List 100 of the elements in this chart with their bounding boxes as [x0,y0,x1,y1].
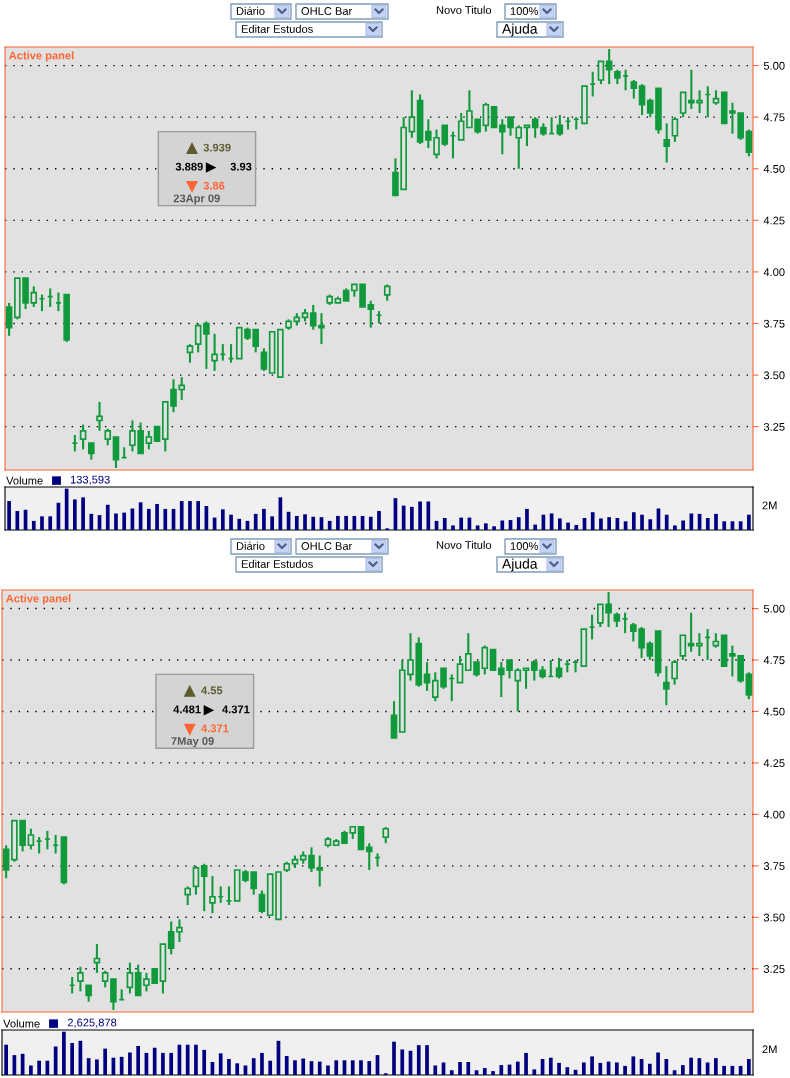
bar [590,512,595,530]
bar [557,518,562,530]
text: OHLC Bar [301,7,353,15]
bar [614,1062,619,1075]
candlestick [671,658,678,686]
bar [73,499,77,530]
bar [459,517,464,530]
candlestick [112,435,120,469]
candlestick [110,978,117,1011]
bar [326,1065,330,1075]
text: Diário [236,541,265,550]
annotation: Active panel [6,594,71,605]
bar [491,1071,495,1075]
bar [188,501,192,530]
bar [722,1065,726,1075]
bar [202,1049,207,1075]
bar [705,518,710,530]
bar [237,518,242,530]
candlestick [457,111,465,141]
candlestick [745,128,753,158]
bar [410,506,414,530]
text: 2M [762,501,777,510]
bar [163,508,168,530]
text: 100% [510,7,539,15]
bar [179,501,184,530]
text: 2M [762,1045,777,1054]
y-tick-label: 4.25 [763,216,785,225]
annotation: 23Apr 09 [173,194,220,205]
text: Diário [236,6,265,15]
bar [451,525,455,530]
bar [377,510,381,530]
y-tick-label: 4.25 [763,759,785,768]
candlestick [200,862,208,913]
bar [492,526,496,530]
y-tick-label: 3.25 [763,422,785,431]
bar [311,516,316,530]
bar [119,1056,124,1075]
text: Ajuda [502,558,538,572]
bar [565,1067,570,1075]
annotation: 4.55 [201,686,223,695]
bar [599,518,603,530]
bar [664,1058,669,1075]
bar [623,1065,627,1075]
bar [426,501,431,530]
bar [344,515,348,530]
bar [220,509,225,530]
annotation: 7May 09 [171,737,214,748]
bar [607,517,611,530]
bar [253,513,258,530]
bar [15,510,20,530]
bar [673,525,677,530]
bar [251,1058,256,1075]
candlestick [192,864,200,896]
bar [418,501,422,530]
bar [359,1060,363,1075]
bar [128,1052,132,1075]
bar [747,514,751,530]
bar [566,522,570,530]
annotation: 4.371 [222,705,250,714]
bar [598,1062,603,1075]
candlestick [134,963,142,997]
bar [352,515,357,530]
bar [7,501,11,530]
text: OHLC Bar [301,542,353,550]
annotation: 3.86 [203,181,225,190]
bar [557,1062,561,1075]
bar [317,1061,322,1075]
bar [268,1060,273,1075]
candlestick [96,400,103,432]
bar [262,508,266,530]
bar [86,1058,91,1075]
candlestick [145,429,153,451]
text: Editar Estudos [241,559,313,568]
y-tick-label: 4.00 [763,268,785,277]
bar [161,1052,165,1075]
candlestick [2,844,10,880]
bar [89,513,94,530]
bar [515,1061,520,1075]
bar [392,1041,396,1075]
bar [416,1045,421,1075]
bar [62,1031,66,1075]
bar [574,525,579,530]
y-tick-label: 4.50 [763,165,785,173]
bar [656,1052,660,1075]
bar [680,1065,685,1075]
bar [4,1044,8,1075]
bar [425,1045,429,1075]
bar [196,501,201,530]
bar [122,512,127,530]
candlestick [522,667,530,690]
bar [466,1062,471,1075]
y-tick-label: 4.50 [763,707,785,716]
candlestick [258,889,266,915]
bar [442,518,447,530]
bar [368,516,373,530]
bar [533,524,538,530]
candlestick [357,825,365,851]
candlestick [597,60,605,86]
bar [747,1058,751,1075]
candlestick [27,827,35,851]
